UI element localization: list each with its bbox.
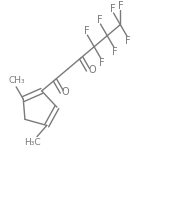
Text: F: F: [84, 26, 89, 36]
Text: F: F: [110, 4, 116, 13]
Text: H₃C: H₃C: [24, 138, 41, 147]
Text: O: O: [88, 65, 96, 75]
Text: F: F: [118, 1, 123, 11]
Text: CH₃: CH₃: [9, 76, 25, 85]
Text: F: F: [97, 15, 102, 25]
Text: F: F: [112, 47, 118, 57]
Text: F: F: [99, 58, 104, 68]
Text: F: F: [125, 36, 131, 46]
Text: O: O: [62, 87, 69, 97]
